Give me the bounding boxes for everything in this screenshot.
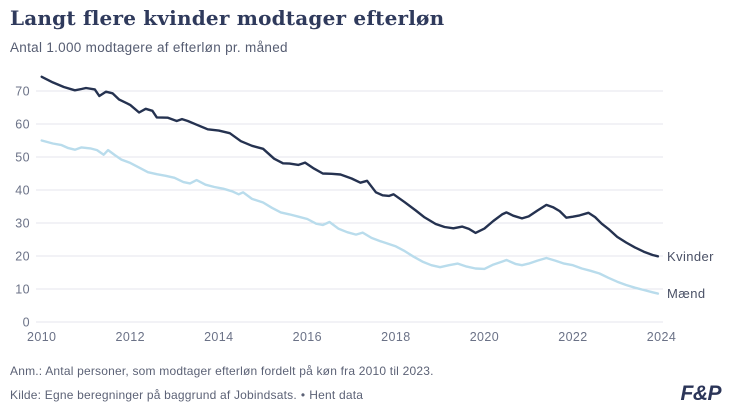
y-tick-label: 0 (23, 316, 30, 330)
x-tick-label: 2014 (204, 330, 233, 344)
chart-subtitle: Antal 1.000 modtagere af efterløn pr. må… (10, 40, 288, 55)
x-tick-label: 2020 (470, 330, 499, 344)
x-tick-label: 2012 (116, 330, 145, 344)
y-tick-label: 40 (15, 184, 30, 198)
fp-logo: F&P (680, 382, 722, 405)
y-tick-label: 60 (15, 118, 30, 132)
x-tick-label: 2010 (27, 330, 56, 344)
series-label: Kvinder (667, 249, 714, 264)
x-tick-label: 2016 (293, 330, 322, 344)
source-text: Kilde: Egne beregninger på baggrund af J… (10, 388, 297, 402)
line-chart: 0 10 20 30 40 50 60 70 2010 2012 2014 2016 2018 2020 2… (15, 75, 714, 344)
x-tick-label: 2018 (381, 330, 410, 344)
series-line-kvinder (40, 75, 660, 258)
x-tick-label: 2024 (647, 330, 676, 344)
y-tick-label: 70 (15, 85, 30, 99)
download-data-link[interactable]: Hent data (309, 388, 364, 402)
y-tick-label: 30 (15, 217, 30, 231)
x-tick-label: 2022 (558, 330, 587, 344)
y-tick-label: 10 (15, 283, 30, 297)
series-label: Mænd (667, 286, 705, 301)
series-line-maend (40, 139, 660, 295)
chart-note: Anm.: Antal personer, som modtager efter… (10, 364, 434, 378)
y-tick-label: 50 (15, 151, 30, 165)
chart-source: Kilde: Egne beregninger på baggrund af J… (10, 388, 363, 402)
bullet-separator: • (300, 388, 306, 402)
chart-title: Langt flere kvinder modtager efterløn (10, 6, 445, 30)
y-tick-label: 20 (15, 250, 30, 264)
